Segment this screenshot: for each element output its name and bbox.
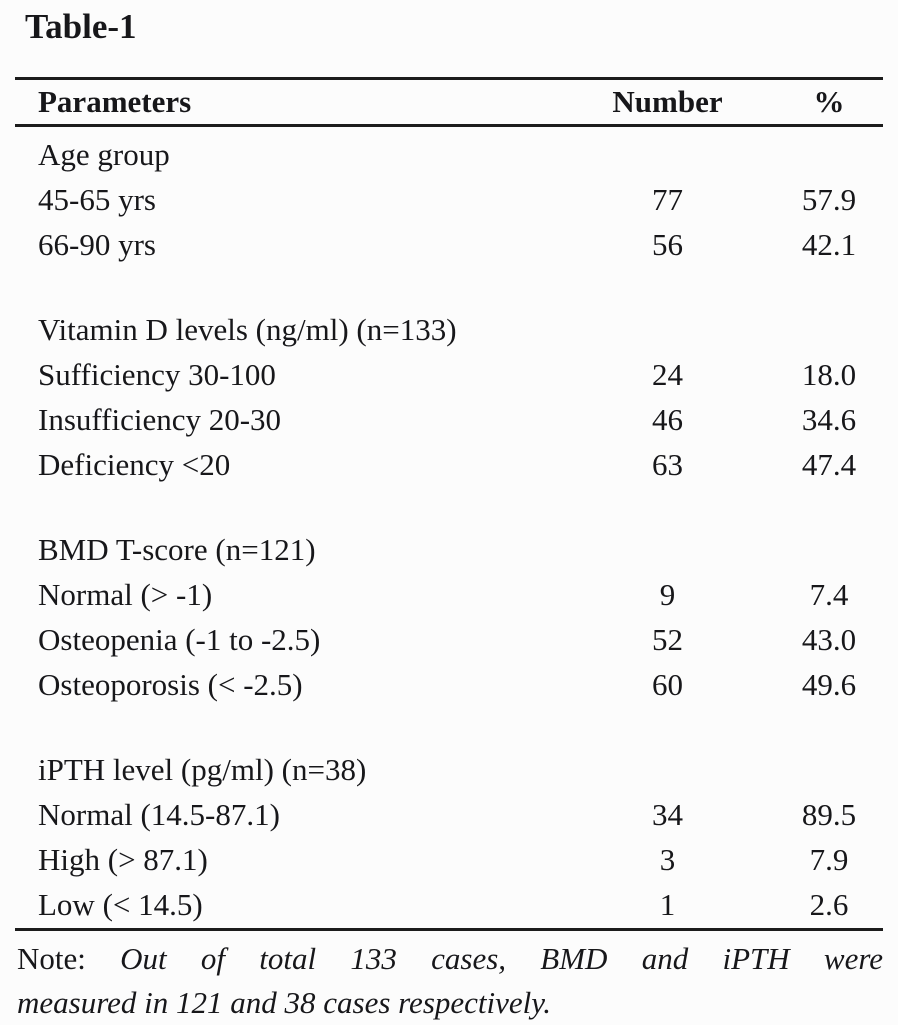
- section-gap-cell: [15, 268, 883, 308]
- row-number: 52: [652, 622, 683, 657]
- table-row: Normal (14.5-87.1) 34 89.5: [15, 793, 883, 838]
- table-row: Sufficiency 30-100 24 18.0: [15, 353, 883, 398]
- section-label: BMD T-score (n=121): [38, 532, 316, 567]
- note-text-2: measured in 121 and 38 cases respectivel…: [17, 984, 552, 1020]
- note-line-1: Note: Out of total 133 cases, BMD and iP…: [17, 937, 883, 981]
- section-label: Age group: [38, 137, 170, 172]
- col-header-percent: %: [775, 78, 883, 127]
- row-label: High (> 87.1): [38, 842, 208, 877]
- section-gap-cell: [15, 488, 883, 528]
- row-number: 34: [652, 797, 683, 832]
- table-row: 45-65 yrs 77 57.9: [15, 178, 883, 223]
- col-header-parameters: Parameters: [15, 78, 560, 127]
- table-title: Table-1: [25, 7, 137, 46]
- row-label: Osteopenia (-1 to -2.5): [38, 622, 321, 657]
- row-label: Deficiency <20: [38, 447, 231, 482]
- section-gap: [15, 488, 883, 528]
- row-number: 3: [659, 842, 676, 877]
- row-number: 56: [652, 227, 683, 262]
- row-percent: 2.6: [809, 887, 849, 922]
- row-percent: 57.9: [801, 182, 857, 217]
- row-label: Insufficiency 20-30: [38, 402, 282, 437]
- section-gap-cell: [15, 708, 883, 748]
- table-row: Deficiency <20 63 47.4: [15, 443, 883, 488]
- row-percent: 34.6: [801, 402, 857, 437]
- table-row: 66-90 yrs 56 42.1: [15, 223, 883, 268]
- col-header-number: Number: [560, 78, 775, 127]
- section-header-row: Age group: [15, 133, 883, 178]
- section-header-row: BMD T-score (n=121): [15, 528, 883, 573]
- row-percent: 18.0: [801, 357, 857, 392]
- row-percent: 43.0: [801, 622, 857, 657]
- note-label: Note:: [17, 940, 86, 976]
- row-label: Normal (> -1): [38, 577, 213, 612]
- row-label: 45-65 yrs: [38, 182, 156, 217]
- row-number: 46: [652, 402, 683, 437]
- row-percent: 7.9: [809, 842, 849, 877]
- table-row: Normal (> -1) 9 7.4: [15, 573, 883, 618]
- table-row: Insufficiency 20-30 46 34.6: [15, 398, 883, 443]
- row-number: 63: [652, 447, 683, 482]
- table-row: Osteoporosis (< -2.5) 60 49.6: [15, 663, 883, 708]
- row-percent: 49.6: [801, 667, 857, 702]
- note-text-1: Out of total 133 cases, BMD and iPTH wer…: [120, 940, 884, 976]
- row-percent: 89.5: [801, 797, 857, 832]
- row-label: 66-90 yrs: [38, 227, 156, 262]
- row-number: 60: [652, 667, 683, 702]
- table-body: Age group 45-65 yrs 77 57.9 66-90 yrs 56 42.1 V…: [15, 126, 883, 930]
- row-label: Low (< 14.5): [38, 887, 203, 922]
- data-table: Parameters Number % Age group 45-65 yrs 77…: [15, 77, 883, 931]
- row-number: 24: [652, 357, 683, 392]
- table-row: Low (< 14.5) 1 2.6: [15, 883, 883, 930]
- row-number: 77: [652, 182, 683, 217]
- section-label: iPTH level (pg/ml) (n=38): [38, 752, 367, 787]
- section-header-row: Vitamin D levels (ng/ml) (n=133): [15, 308, 883, 353]
- table-row: High (> 87.1) 3 7.9: [15, 838, 883, 883]
- table-note: Note: Out of total 133 cases, BMD and iP…: [17, 937, 883, 1025]
- section-gap: [15, 268, 883, 308]
- row-label: Osteoporosis (< -2.5): [38, 667, 303, 702]
- row-number: 9: [659, 577, 676, 612]
- section-gap: [15, 708, 883, 748]
- section-label: Vitamin D levels (ng/ml) (n=133): [38, 312, 457, 347]
- row-percent: 42.1: [801, 227, 857, 262]
- row-number: 1: [659, 887, 676, 922]
- table-row: Osteopenia (-1 to -2.5) 52 43.0: [15, 618, 883, 663]
- section-header-row: iPTH level (pg/ml) (n=38): [15, 748, 883, 793]
- row-percent: 7.4: [809, 577, 849, 612]
- row-label: Normal (14.5-87.1): [38, 797, 280, 832]
- row-percent: 47.4: [801, 447, 857, 482]
- row-label: Sufficiency 30-100: [38, 357, 276, 392]
- header-row: Parameters Number %: [15, 78, 883, 127]
